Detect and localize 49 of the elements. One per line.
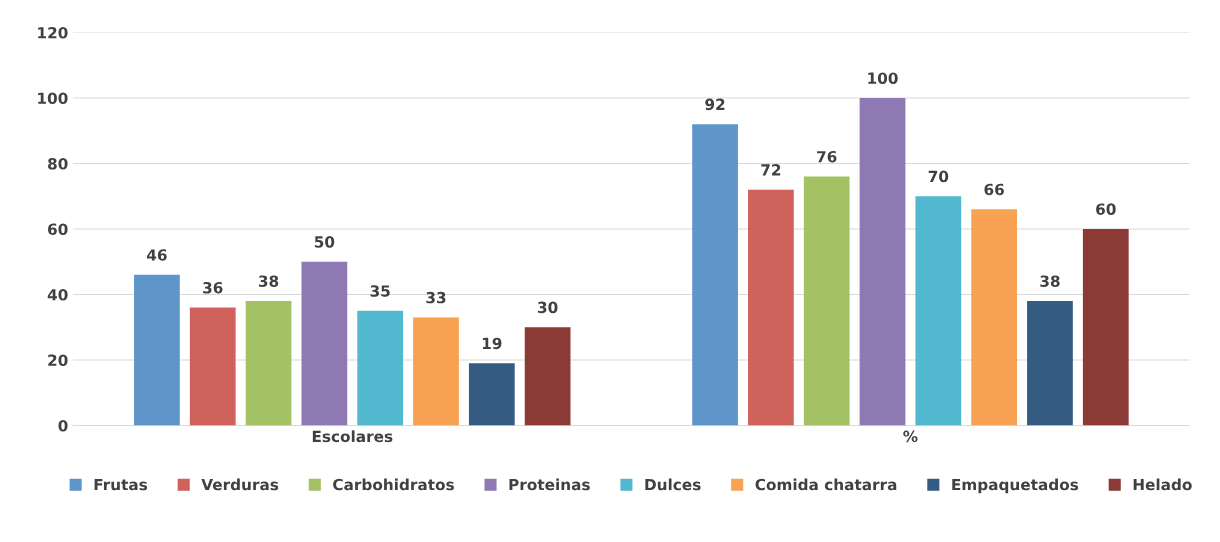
data-label: 19 (482, 337, 502, 350)
data-label: 33 (426, 291, 446, 304)
bar (413, 317, 459, 426)
legend-label: Empaquetados (952, 478, 1079, 494)
bar (301, 261, 348, 426)
y-tick-label: 40 (47, 288, 68, 301)
data-label: 35 (370, 285, 390, 297)
bar (357, 310, 404, 426)
legend-label: Verduras (201, 478, 279, 491)
bar (915, 196, 962, 426)
x-tick-label: % (903, 430, 918, 443)
y-tick-label: 60 (48, 223, 68, 236)
legend-label: Helado (1133, 478, 1192, 491)
data-label: 92 (705, 98, 725, 111)
data-label: 100 (868, 72, 898, 84)
bar (189, 307, 236, 426)
bar (971, 209, 1018, 426)
bar (245, 301, 292, 426)
x-tick-label: Escolares (312, 430, 393, 443)
y-tick-label: 120 (38, 26, 68, 39)
y-tick-label: 0 (58, 419, 68, 432)
bar (692, 124, 738, 426)
bar (1027, 301, 1073, 426)
bar (134, 274, 180, 426)
y-tick-label: 100 (38, 92, 68, 105)
data-label: 38 (258, 275, 279, 287)
data-label: 36 (203, 281, 223, 294)
data-label: 30 (538, 301, 558, 314)
legend-label: Proteinas (509, 478, 590, 491)
bar (468, 363, 515, 426)
legend-label: Frutas (94, 478, 148, 491)
y-tick-label: 80 (48, 157, 68, 170)
data-label: 50 (314, 236, 335, 248)
data-label: 66 (984, 183, 1004, 196)
data-label: 72 (761, 164, 781, 176)
bar (524, 327, 571, 426)
legend-label: Comida chatarra (755, 478, 897, 491)
data-label: 46 (146, 249, 167, 261)
data-label: 76 (817, 150, 837, 163)
bar (748, 189, 794, 426)
bar (859, 98, 906, 426)
data-label: 60 (1096, 203, 1116, 215)
y-tick-label: 20 (48, 354, 68, 366)
legend-label: Carbohidratos (333, 478, 454, 491)
data-label: 70 (928, 170, 949, 183)
bar (1082, 229, 1129, 426)
bar (803, 176, 850, 426)
data-label: 38 (1040, 275, 1060, 287)
legend-label: Dulces (645, 478, 701, 491)
